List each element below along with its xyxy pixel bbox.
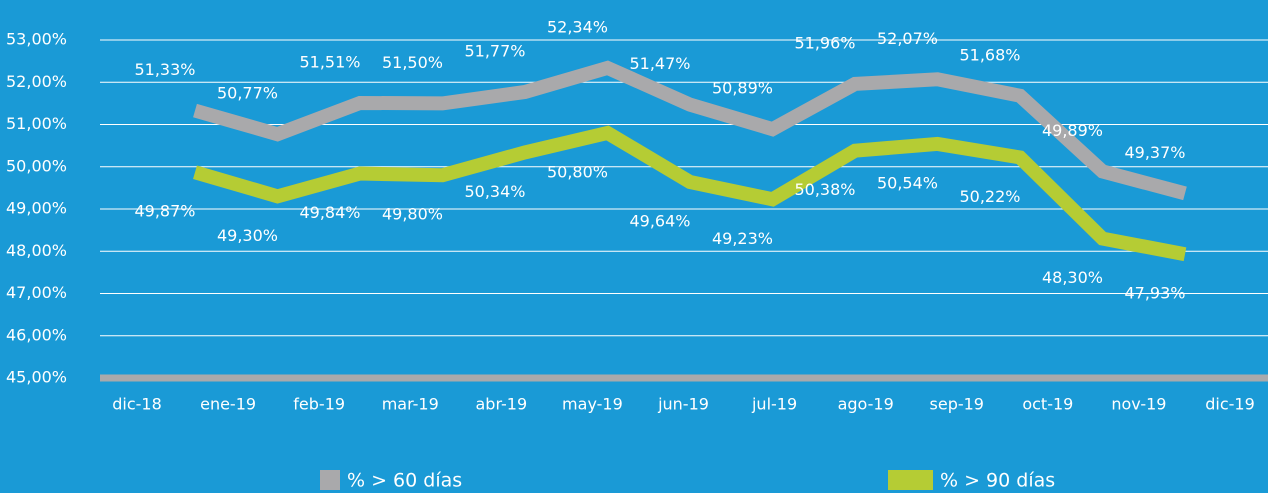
- data-label: 50,54%: [877, 173, 938, 192]
- x-tick-label: may-19: [562, 395, 623, 414]
- x-tick-label: sep-19: [930, 395, 984, 414]
- x-tick-label: mar-19: [382, 395, 439, 414]
- data-label: 50,22%: [959, 187, 1020, 206]
- y-tick-label: 47,00%: [6, 283, 67, 302]
- data-label: 51,51%: [299, 52, 360, 71]
- data-label: 50,38%: [794, 180, 855, 199]
- data-label: 48,30%: [1042, 268, 1103, 287]
- series-line: [193, 60, 1187, 201]
- data-label: 49,80%: [382, 205, 443, 224]
- data-label: 50,77%: [217, 84, 278, 103]
- series-line: [193, 125, 1187, 262]
- x-tick-label: ene-19: [200, 395, 256, 414]
- x-tick-label: dic-18: [112, 395, 162, 414]
- data-label: 50,34%: [464, 182, 525, 201]
- x-tick-label: jun-19: [657, 395, 709, 414]
- data-label: 49,64%: [629, 211, 690, 230]
- y-tick-label: 53,00%: [6, 30, 67, 49]
- data-label: 49,30%: [217, 226, 278, 245]
- data-label: 51,77%: [464, 41, 525, 60]
- legend-label: % > 60 días: [347, 470, 462, 492]
- data-label: 49,23%: [712, 229, 773, 248]
- data-label: 49,89%: [1042, 121, 1103, 140]
- y-tick-label: 51,00%: [6, 114, 67, 133]
- x-tick-label: feb-19: [293, 395, 345, 414]
- y-tick-label: 50,00%: [6, 156, 67, 175]
- y-tick-label: 45,00%: [6, 368, 67, 387]
- x-tick-label: abr-19: [476, 395, 528, 414]
- x-tick-label: nov-19: [1111, 395, 1166, 414]
- legend-swatch: [888, 470, 933, 490]
- data-label: 49,87%: [134, 202, 195, 221]
- x-tick-label: oct-19: [1022, 395, 1073, 414]
- x-tick-label: jul-19: [751, 395, 797, 414]
- legend-swatch: [320, 470, 340, 490]
- data-label: 50,80%: [547, 162, 608, 181]
- data-label: 52,07%: [877, 29, 938, 48]
- legend-label: % > 90 días: [940, 470, 1055, 492]
- data-label: 51,68%: [959, 45, 1020, 64]
- data-label: 51,33%: [134, 60, 195, 79]
- data-label: 49,84%: [299, 203, 360, 222]
- data-label: 50,89%: [712, 79, 773, 98]
- y-tick-label: 48,00%: [6, 241, 67, 260]
- y-tick-label: 46,00%: [6, 325, 67, 344]
- data-label: 51,47%: [629, 54, 690, 73]
- data-label: 51,96%: [794, 33, 855, 52]
- x-tick-label: dic-19: [1205, 395, 1255, 414]
- data-label: 51,50%: [382, 53, 443, 72]
- y-tick-label: 52,00%: [6, 72, 67, 91]
- data-label: 47,93%: [1124, 284, 1185, 303]
- y-tick-label: 49,00%: [6, 199, 67, 218]
- data-label: 52,34%: [547, 17, 608, 36]
- x-tick-label: ago-19: [838, 395, 894, 414]
- data-label: 49,37%: [1124, 143, 1185, 162]
